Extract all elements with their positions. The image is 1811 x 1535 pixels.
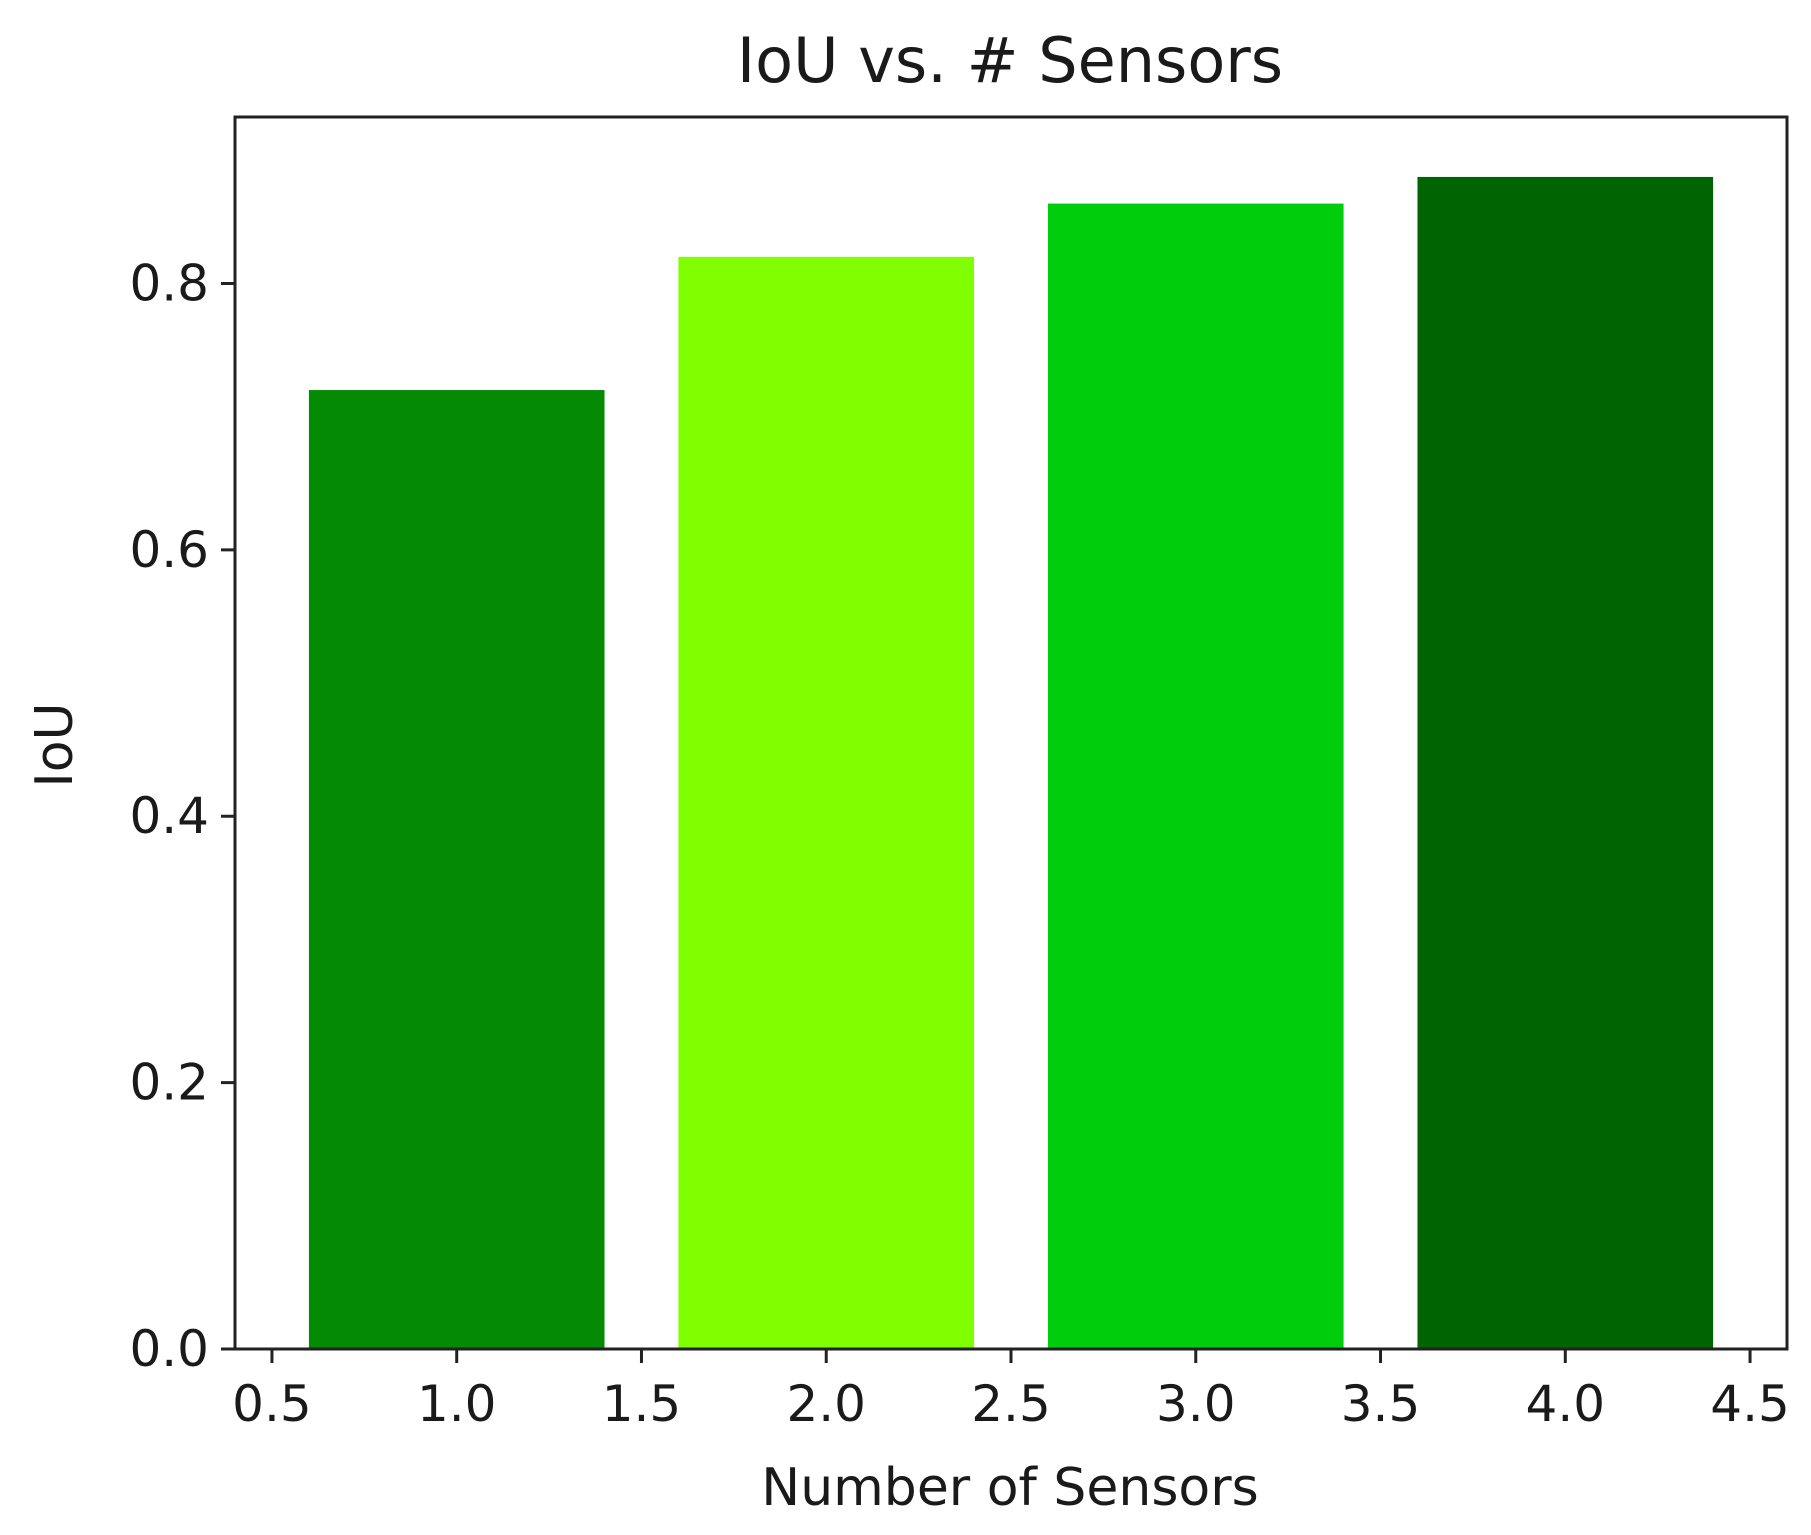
bar-4 bbox=[1417, 176, 1714, 1349]
y-axis-label: IoU bbox=[25, 702, 85, 787]
bar-2 bbox=[678, 256, 975, 1350]
chart-title: IoU vs. # Sensors bbox=[737, 24, 1283, 97]
y-tick-label: 0.8 bbox=[129, 254, 209, 312]
y-tick-label: 0.6 bbox=[129, 521, 209, 579]
bar-1 bbox=[308, 390, 605, 1349]
y-axis-ticks: 0.0 0.2 0.4 0.6 0.8 bbox=[129, 254, 235, 1378]
x-tick-label: 2.0 bbox=[786, 1375, 866, 1433]
x-tick-label: 3.0 bbox=[1156, 1375, 1236, 1433]
y-tick-label: 0.2 bbox=[129, 1054, 209, 1112]
x-tick-label: 4.0 bbox=[1526, 1375, 1606, 1433]
x-tick-label: 3.5 bbox=[1341, 1375, 1421, 1433]
y-tick-label: 0.4 bbox=[129, 787, 209, 845]
x-axis-ticks: 0.5 1.0 1.5 2.0 2.5 3.0 3.5 4.0 4.5 bbox=[232, 1349, 1790, 1433]
x-tick-label: 1.0 bbox=[417, 1375, 497, 1433]
x-tick-label: 2.5 bbox=[971, 1375, 1051, 1433]
x-tick-label: 0.5 bbox=[232, 1375, 312, 1433]
y-tick-label: 0.0 bbox=[129, 1320, 209, 1378]
x-axis-label: Number of Sensors bbox=[761, 1458, 1258, 1518]
x-tick-label: 4.5 bbox=[1710, 1375, 1790, 1433]
bar-3 bbox=[1047, 203, 1344, 1349]
bars bbox=[308, 176, 1714, 1350]
x-tick-label: 1.5 bbox=[602, 1375, 682, 1433]
